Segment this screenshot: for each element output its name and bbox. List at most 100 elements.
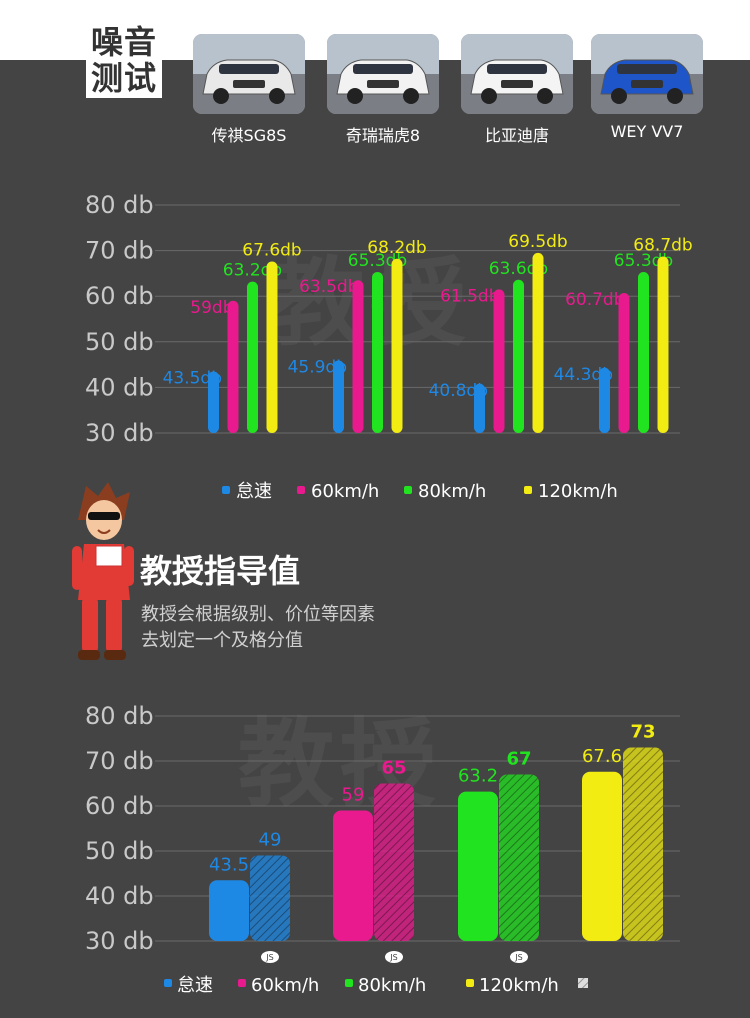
legend-swatch <box>297 486 305 494</box>
js-badge-icon <box>261 951 279 963</box>
bar <box>208 371 219 433</box>
car-photo-3 <box>461 34 573 114</box>
legend-label: 80km/h <box>358 975 426 996</box>
car-grille <box>631 80 663 88</box>
y-tick-label: 40 db <box>85 882 154 910</box>
legend-swatch <box>164 979 172 987</box>
car-card-4: WEY VV7 <box>591 34 703 141</box>
bar <box>513 279 524 433</box>
car-wheel <box>347 88 363 104</box>
bar <box>657 256 669 433</box>
car-grille <box>367 80 399 88</box>
y-tick-label: 50 db <box>85 328 154 356</box>
measured-bar <box>582 771 622 941</box>
data-label: 60.7db <box>565 290 624 310</box>
professor-desc-line-1: 教授会根据级别、价位等因素 <box>141 604 375 625</box>
measured-bar <box>333 810 373 941</box>
guide-label: 73 <box>630 722 655 743</box>
bar <box>391 258 403 433</box>
measured-label: 63.2 <box>458 766 498 787</box>
bar <box>227 300 239 433</box>
js-badge-label: JS <box>265 953 273 962</box>
guide-label: 67 <box>506 749 531 770</box>
professor-desc-line-2: 去划定一个及格分值 <box>141 630 303 651</box>
car-name-2: 奇瑞瑞虎8 <box>345 126 421 145</box>
y-tick-label: 60 db <box>85 792 154 820</box>
legend-label: 怠速 <box>236 481 272 502</box>
measured-label: 43.5 <box>209 854 249 875</box>
professor-mascot-icon <box>72 482 134 660</box>
legend-swatch <box>404 486 412 494</box>
bar <box>372 272 383 433</box>
data-label: 68.2db <box>367 238 426 258</box>
y-tick-label: 80 db <box>85 702 154 730</box>
car-window <box>487 64 547 74</box>
bar <box>333 360 344 433</box>
legend-swatch <box>466 979 474 987</box>
legend-label: 80km/h <box>418 481 486 502</box>
car-window <box>219 64 279 74</box>
bar <box>474 383 485 433</box>
car-window <box>617 64 677 74</box>
page-title: 噪音 测试 <box>86 22 162 98</box>
car-wheel <box>537 88 553 104</box>
guide-bar-hatch <box>250 855 290 941</box>
y-tick-label: 40 db <box>85 373 154 401</box>
legend-swatch <box>238 979 246 987</box>
js-badge-icon <box>510 951 528 963</box>
car-wheel <box>403 88 419 104</box>
car-wheel <box>481 88 497 104</box>
car-wheel <box>213 88 229 104</box>
data-label: 44.3db <box>554 365 613 385</box>
legend-label: 120km/h <box>538 481 618 502</box>
bar <box>266 261 278 433</box>
professor-title: 教授指导值 <box>140 552 301 590</box>
car-wheel <box>269 88 285 104</box>
legend-swatch <box>524 486 532 494</box>
js-badge-label: JS <box>514 953 522 962</box>
car-name-4: WEY VV7 <box>610 122 684 141</box>
js-badge-icon <box>385 951 403 963</box>
y-tick-label: 60 db <box>85 282 154 310</box>
bar <box>352 280 364 433</box>
data-label: 61.5db <box>440 286 499 306</box>
car-photo-1 <box>193 34 305 114</box>
legend-swatch <box>345 979 353 987</box>
car-card-3: 比亚迪唐 <box>461 34 573 146</box>
legend-label: 怠速 <box>177 975 213 996</box>
y-tick-label: 30 db <box>85 927 154 955</box>
guide-legend-hatch <box>578 978 588 988</box>
y-tick-label: 70 db <box>85 747 154 775</box>
data-label: 40.8db <box>429 381 488 401</box>
car-wheel <box>667 88 683 104</box>
measured-label: 59 <box>342 785 365 806</box>
y-tick-label: 70 db <box>85 237 154 265</box>
data-label: 67.6db <box>242 241 301 261</box>
car-name-1: 传祺SG8S <box>211 126 287 145</box>
data-label: 68.7db <box>633 236 692 256</box>
legend-label: 120km/h <box>479 975 559 996</box>
measured-label: 67.6 <box>582 746 622 767</box>
legend-label: 60km/h <box>311 481 379 502</box>
guide-bar-hatch <box>623 747 663 941</box>
car-name-3: 比亚迪唐 <box>484 126 549 145</box>
guide-bar-hatch <box>374 783 414 941</box>
bar <box>599 367 610 433</box>
data-label: 43.5db <box>163 368 222 388</box>
car-photo-4 <box>591 34 703 114</box>
car-window <box>353 64 413 74</box>
y-tick-label: 50 db <box>85 837 154 865</box>
legend-label: 60km/h <box>251 975 319 996</box>
noise-chart: 80 db 70 db 60 db 50 db 40 db 30 db 43.5db 45.9… <box>85 191 693 502</box>
car-card-1: 传祺SG8S <box>193 34 305 146</box>
y-tick-label: 30 db <box>85 419 154 447</box>
bar <box>618 293 630 433</box>
car-grille <box>233 80 265 88</box>
measured-bar <box>458 791 498 941</box>
legend-swatch <box>222 486 230 494</box>
measured-bar <box>209 880 249 941</box>
bar <box>532 252 544 433</box>
title-line-1: 噪音 <box>90 23 157 61</box>
guide-label: 65 <box>381 758 406 779</box>
data-label: 59db <box>190 298 233 318</box>
